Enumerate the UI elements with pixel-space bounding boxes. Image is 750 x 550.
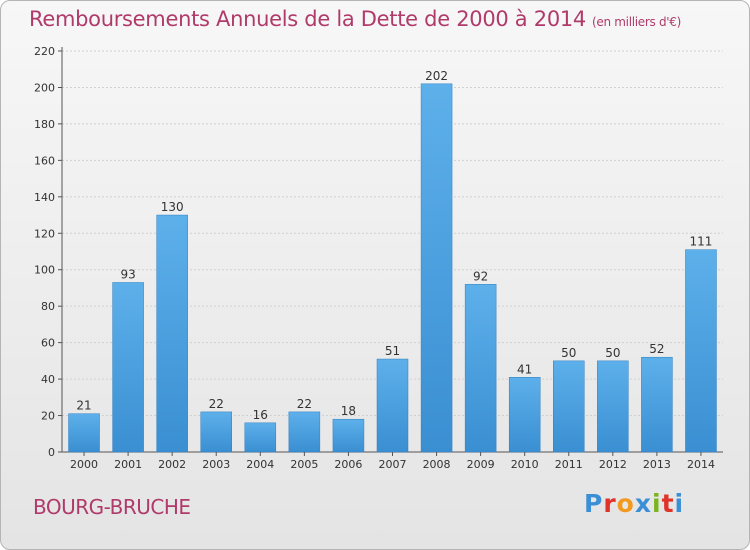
bar-value-label: 16: [253, 408, 268, 422]
bar: [332, 418, 365, 453]
y-tick-label: 180: [34, 118, 55, 131]
bar-value-label: 18: [341, 404, 356, 418]
y-tick-label: 220: [34, 45, 55, 58]
x-tick-label: 2002: [158, 458, 186, 471]
bar-value-label: 50: [605, 346, 620, 360]
chart-title: Remboursements Annuels de la Dette de 20…: [29, 7, 681, 31]
bar: [597, 360, 629, 453]
x-tick-label: 2009: [467, 458, 495, 471]
y-tick-label: 100: [34, 264, 55, 277]
y-tick-label: 0: [48, 446, 55, 459]
x-tick-label: 2001: [114, 458, 142, 471]
bar: [68, 413, 100, 453]
bar: [420, 83, 453, 453]
bar-value-label: 92: [473, 269, 488, 283]
chart-title-text: Remboursements Annuels de la Dette de 20…: [29, 7, 586, 31]
x-tick-label: 2007: [379, 458, 407, 471]
bar-value-label: 21: [76, 399, 91, 413]
chart-unit: (en milliers d'€): [592, 15, 682, 29]
x-tick-label: 2003: [202, 458, 230, 471]
bar: [112, 282, 144, 453]
bar-value-label: 22: [297, 397, 312, 411]
y-tick-label: 20: [41, 410, 55, 423]
bar-value-label: 202: [425, 69, 448, 83]
x-tick-label: 2008: [423, 458, 451, 471]
bar-value-label: 111: [690, 235, 713, 249]
y-tick-label: 40: [41, 373, 55, 386]
x-tick-label: 2006: [334, 458, 362, 471]
logo-letter: t: [661, 489, 675, 518]
bar: [376, 358, 409, 453]
logo-letter: r: [603, 489, 617, 518]
bar: [464, 284, 497, 453]
y-tick-label: 60: [41, 337, 55, 350]
bar-value-label: 41: [517, 362, 532, 376]
commune-name: BOURG-BRUCHE: [33, 495, 191, 519]
x-tick-label: 2014: [687, 458, 715, 471]
x-tick-label: 2005: [290, 458, 318, 471]
y-tick-label: 160: [34, 154, 55, 167]
logo-letter: i: [674, 489, 685, 518]
bar: [156, 214, 188, 453]
bar: [288, 411, 321, 453]
x-tick-label: 2012: [599, 458, 627, 471]
bar: [641, 356, 673, 453]
x-tick-label: 2013: [643, 458, 671, 471]
logo-letter: P: [584, 489, 604, 518]
logo-letter: x: [634, 489, 652, 518]
bar: [553, 360, 585, 453]
y-tick-label: 80: [41, 300, 55, 313]
bar-value-label: 130: [161, 200, 184, 214]
proxiti-logo[interactable]: Proxiti: [584, 489, 684, 518]
logo-letter: i: [652, 489, 662, 518]
x-tick-label: 2011: [555, 458, 583, 471]
y-tick-label: 200: [34, 81, 55, 94]
logo-letter: o: [616, 489, 635, 518]
bar-value-label: 22: [209, 397, 224, 411]
bar: [200, 411, 232, 453]
bar-value-label: 50: [561, 346, 576, 360]
bar-value-label: 52: [649, 342, 664, 356]
y-tick-label: 140: [34, 191, 55, 204]
bar-value-label: 93: [120, 267, 135, 281]
x-tick-label: 2004: [246, 458, 274, 471]
bar: [508, 377, 541, 453]
bar-value-label: 51: [385, 344, 400, 358]
y-tick-label: 120: [34, 227, 55, 240]
bar: [244, 422, 277, 453]
bar: [685, 249, 717, 453]
x-tick-label: 2010: [511, 458, 539, 471]
x-tick-label: 2000: [70, 458, 98, 471]
